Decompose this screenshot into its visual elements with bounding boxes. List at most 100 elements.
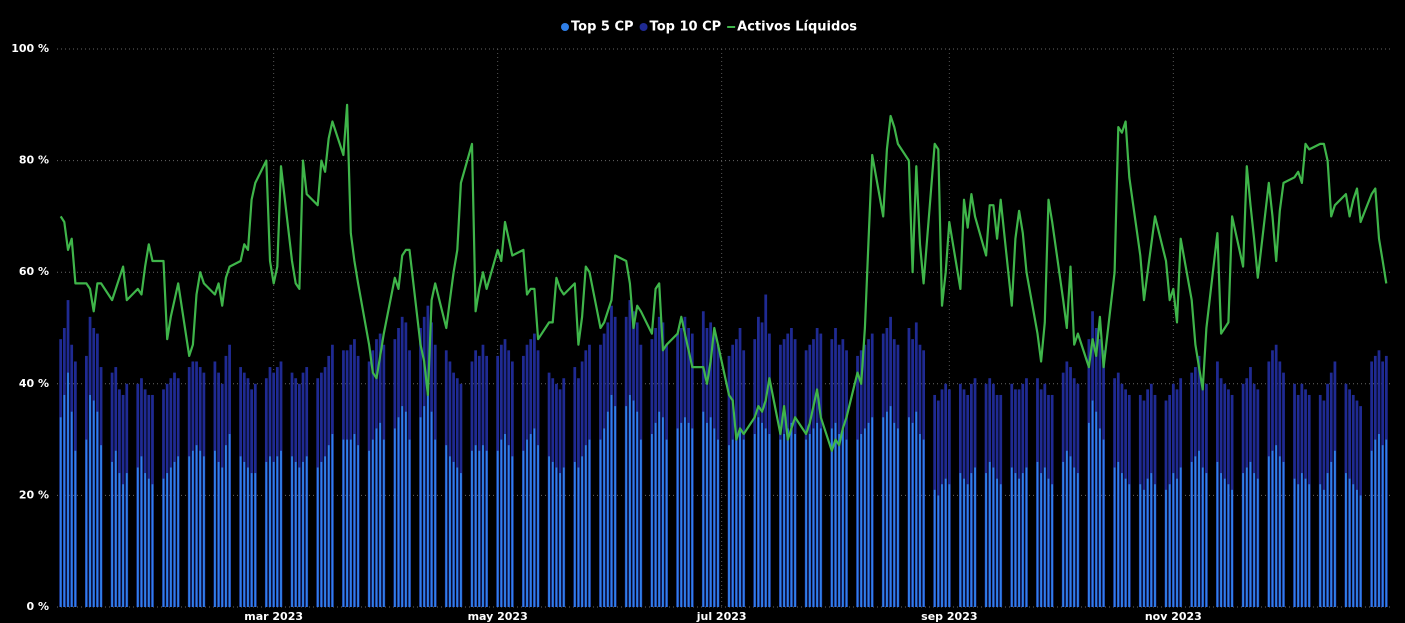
bar — [460, 473, 462, 607]
bar — [1040, 473, 1043, 607]
bar — [423, 406, 426, 607]
bar — [118, 473, 121, 607]
bar — [1330, 461, 1333, 607]
bar — [1249, 461, 1252, 607]
bar — [548, 456, 550, 607]
bar — [948, 484, 951, 607]
bar — [166, 473, 169, 607]
bar — [346, 439, 349, 607]
bar — [85, 439, 88, 607]
bar — [812, 428, 815, 607]
y-tick-label: 80 % — [19, 154, 49, 167]
y-tick-label: 20 % — [19, 488, 49, 501]
bar — [941, 484, 943, 607]
bar — [1095, 411, 1098, 607]
bar — [1113, 467, 1116, 607]
bar — [59, 417, 62, 607]
bar — [199, 450, 202, 607]
bar — [1051, 484, 1054, 607]
bar — [250, 473, 253, 607]
bar — [584, 445, 587, 607]
bar — [702, 411, 705, 607]
bar — [349, 439, 352, 607]
bar — [841, 428, 844, 607]
bar — [504, 434, 506, 607]
bar — [368, 450, 371, 607]
bar — [316, 467, 319, 607]
bar — [393, 428, 396, 607]
bar — [625, 406, 628, 607]
bar — [845, 439, 848, 607]
bar — [162, 478, 165, 607]
bar — [988, 461, 991, 607]
bar — [265, 461, 268, 607]
bar — [327, 445, 330, 607]
bar — [559, 473, 562, 607]
bar — [628, 394, 631, 607]
bar — [650, 434, 653, 607]
y-tick-label: 40 % — [19, 377, 49, 390]
bar — [280, 450, 282, 607]
bar — [573, 461, 576, 607]
bar — [709, 417, 712, 607]
bar — [691, 428, 694, 607]
bar — [889, 406, 892, 607]
line — [59, 103, 1388, 452]
bar — [1168, 484, 1171, 607]
bar — [1216, 461, 1219, 607]
bar — [434, 439, 437, 607]
bar — [342, 439, 345, 607]
bar — [1010, 467, 1013, 607]
bar — [136, 467, 139, 607]
bar — [254, 473, 257, 607]
legend-item: Top 5 CP — [561, 20, 634, 35]
bar — [786, 428, 789, 607]
bar — [551, 461, 554, 607]
bar — [860, 434, 863, 607]
bar — [922, 439, 925, 607]
bar — [838, 434, 841, 607]
bar — [1154, 484, 1156, 607]
bar — [213, 450, 216, 607]
bar — [1293, 478, 1296, 607]
bar — [89, 394, 91, 607]
bar — [1121, 473, 1123, 607]
bar — [147, 478, 150, 607]
bar — [294, 461, 297, 607]
x-tick-label: sep 2023 — [921, 610, 977, 623]
bar — [1150, 473, 1153, 607]
bar — [739, 428, 741, 607]
bar — [713, 428, 716, 607]
bar — [871, 417, 874, 607]
legend-swatch — [561, 23, 570, 31]
bar — [830, 428, 833, 607]
bar — [478, 450, 481, 607]
bar — [1021, 473, 1024, 607]
bar — [1025, 467, 1028, 607]
bar — [680, 422, 683, 607]
bar — [302, 461, 304, 607]
bar — [1326, 473, 1329, 607]
bar — [144, 473, 147, 607]
bar — [243, 461, 246, 607]
bar — [63, 394, 66, 607]
bar — [382, 439, 385, 607]
bar — [1278, 456, 1281, 607]
bar — [125, 473, 128, 607]
bar — [269, 456, 271, 607]
bar — [684, 417, 686, 607]
bar — [526, 439, 528, 607]
bar — [790, 422, 793, 607]
bar — [1190, 461, 1193, 607]
bar — [768, 434, 771, 607]
bar — [632, 400, 635, 607]
bar — [408, 439, 411, 607]
bar — [1242, 473, 1245, 607]
bar — [1385, 439, 1388, 607]
bar — [1322, 489, 1325, 607]
bar — [728, 445, 730, 607]
bar — [452, 461, 455, 607]
bar — [1069, 456, 1072, 607]
bar — [944, 478, 947, 607]
bar — [272, 461, 275, 607]
